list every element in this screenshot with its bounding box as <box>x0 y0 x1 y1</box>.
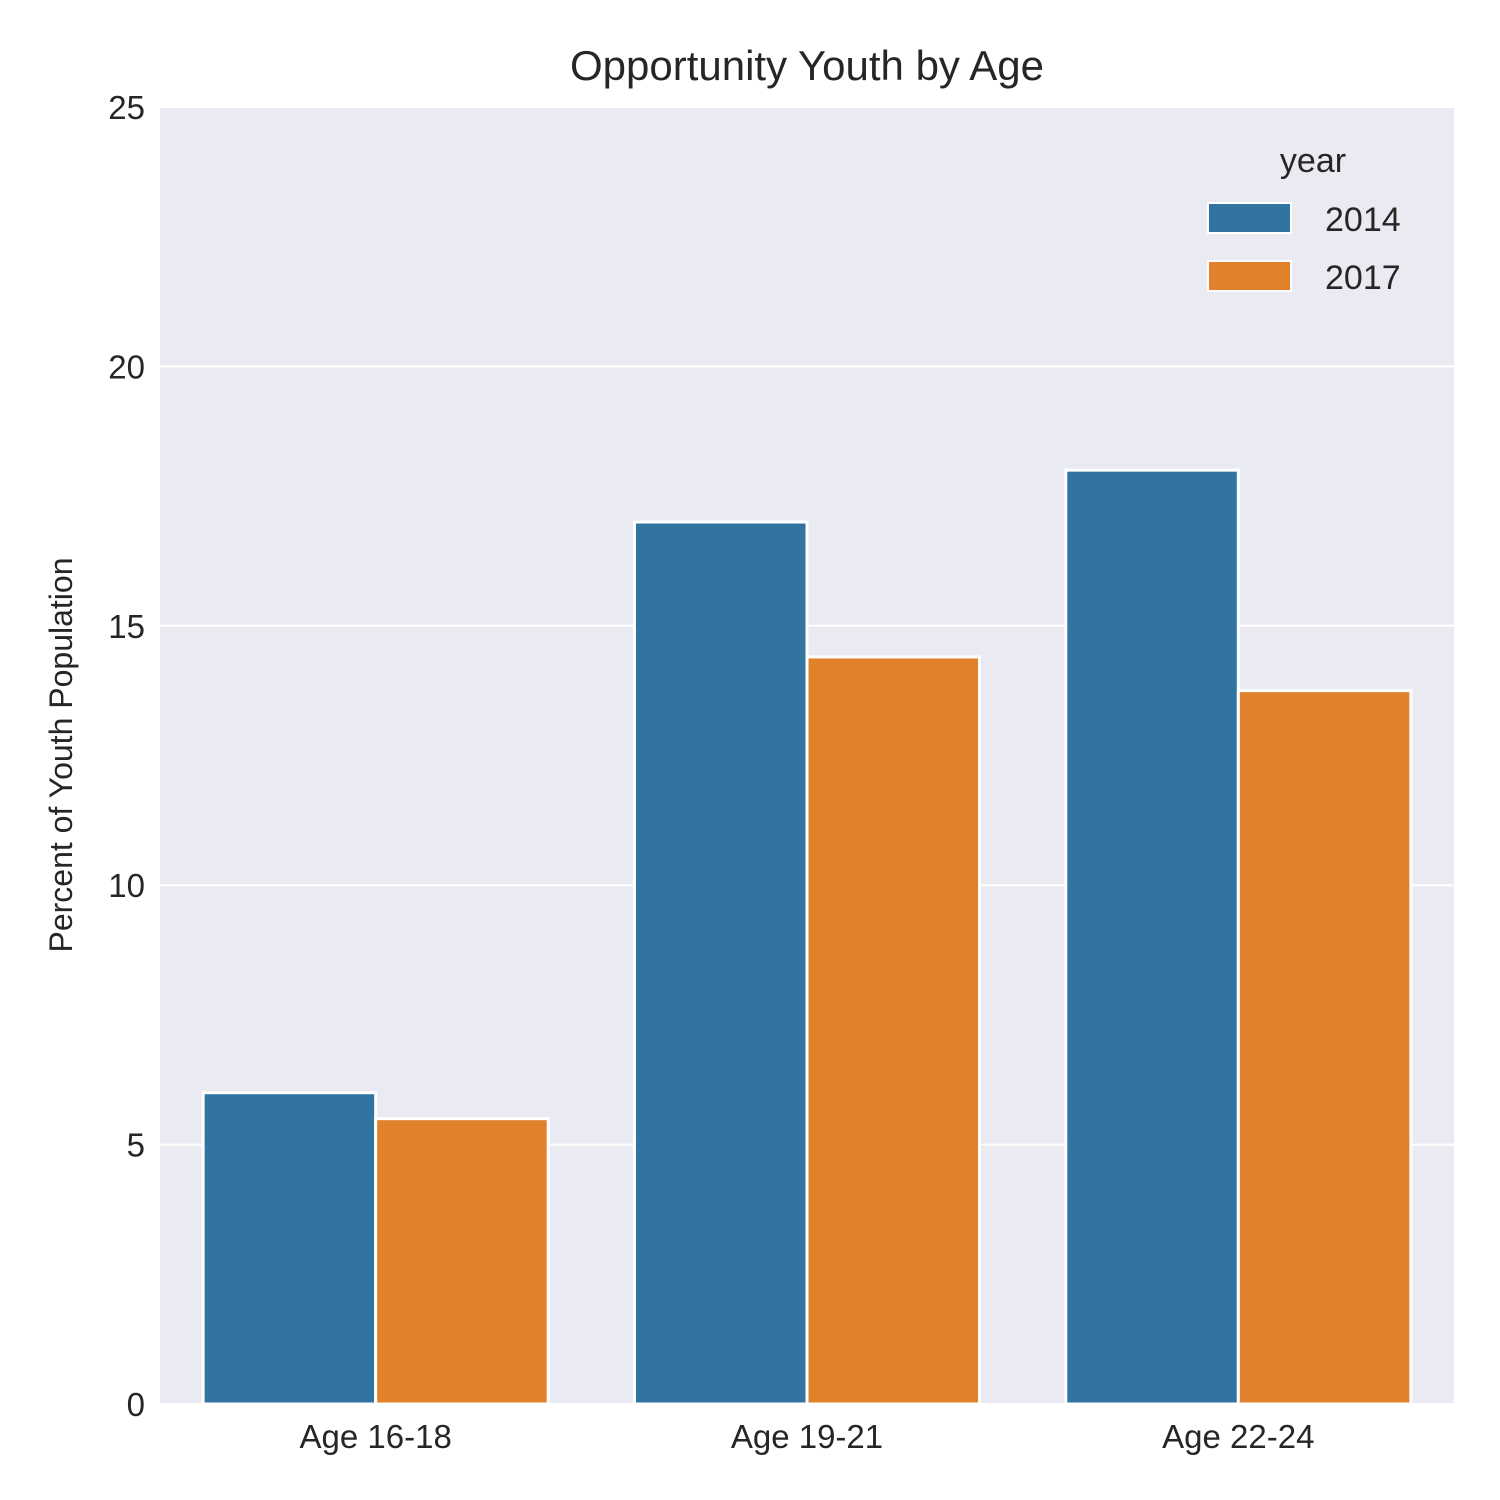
bar-2017-age-16-18 <box>374 1117 550 1406</box>
y-axis-label: Percent of Youth Population <box>43 558 79 953</box>
legend-items: 2014 2017 <box>1207 201 1401 297</box>
y-tick-label: 20 <box>108 348 145 385</box>
legend-title: year <box>1280 142 1346 180</box>
legend-label-2017: 2017 <box>1325 259 1401 297</box>
bar-2014-age-16-18 <box>201 1091 378 1406</box>
bar-2017-age-19-21 <box>805 655 982 1406</box>
y-tick-label: 15 <box>108 608 145 645</box>
y-tick-label: 5 <box>127 1127 145 1164</box>
y-tick-label: 25 <box>108 89 145 126</box>
x-tick-label: Age 16-18 <box>300 1418 452 1455</box>
y-axis-ticks: 0 5 10 15 20 25 <box>108 89 145 1423</box>
x-axis-ticks: Age 16-18 Age 19-21 Age 22-24 <box>300 1418 1315 1455</box>
bar-2014-age-19-21 <box>632 520 809 1406</box>
y-tick-label: 0 <box>127 1386 145 1423</box>
x-tick-label: Age 22-24 <box>1162 1418 1314 1455</box>
legend-swatch-2014 <box>1207 202 1292 234</box>
legend: year 2014 2017 <box>1207 142 1401 297</box>
bar-2014-age-22-24 <box>1064 468 1240 1406</box>
legend-label-2014: 2014 <box>1325 201 1401 239</box>
y-tick-label: 10 <box>108 867 145 904</box>
bar-2017-age-22-24 <box>1236 689 1413 1406</box>
bars <box>201 468 1413 1406</box>
x-tick-label: Age 19-21 <box>731 1418 883 1455</box>
chart-title: Opportunity Youth by Age <box>570 42 1044 89</box>
legend-swatch-2017 <box>1207 260 1292 292</box>
